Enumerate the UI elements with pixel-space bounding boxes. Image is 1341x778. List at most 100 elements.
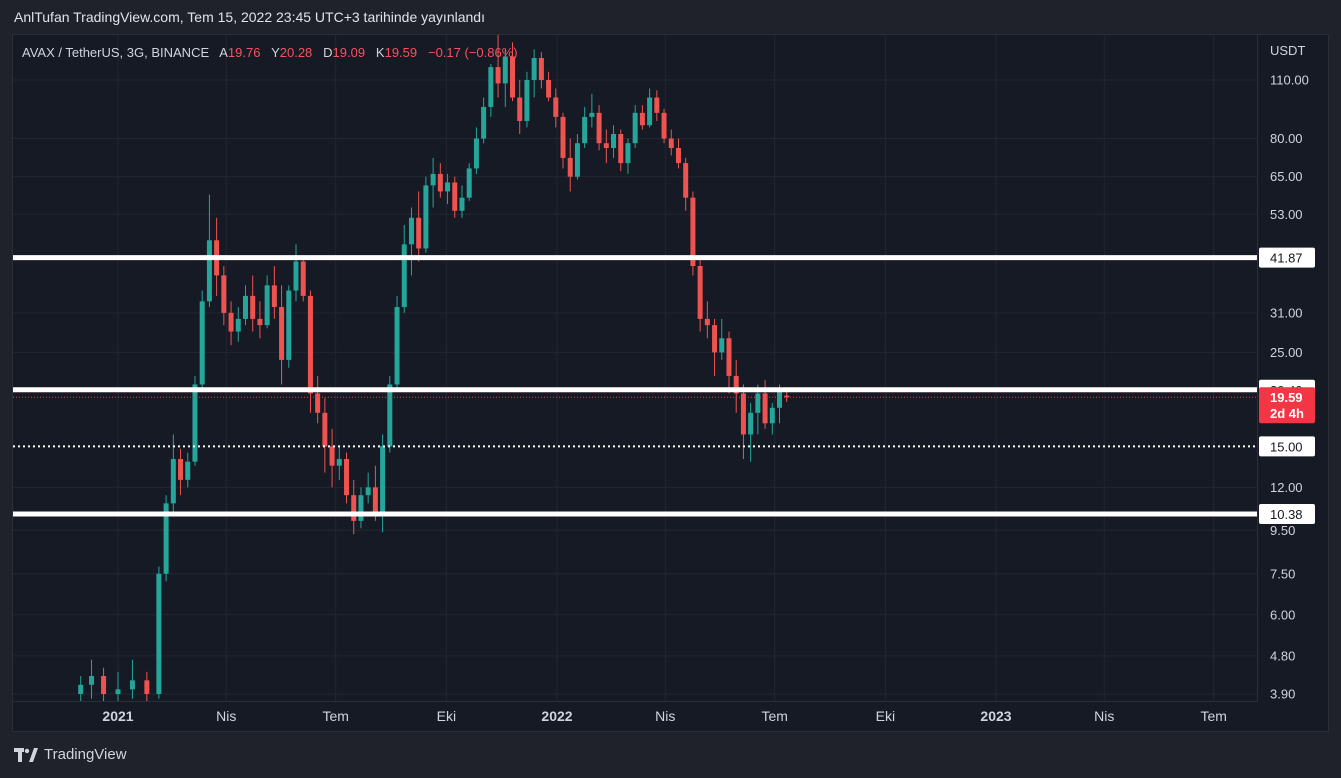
high-value: 20.28: [279, 45, 313, 60]
candle-body-up: [293, 261, 299, 291]
brand-name: TradingView: [44, 746, 127, 763]
candle-body-up: [777, 391, 783, 408]
chart-pane[interactable]: [12, 34, 1258, 702]
candle-body-down: [178, 459, 184, 480]
x-tick-label: Eki: [876, 708, 895, 724]
candle-body-up: [336, 459, 342, 466]
candle-body-up: [89, 676, 95, 685]
candle-body-down: [344, 459, 350, 496]
open-label: A: [219, 45, 228, 60]
change-value: −0.17 (−0.86%): [427, 45, 518, 60]
candle-body-down: [221, 275, 227, 313]
candles-group: [78, 35, 790, 701]
candle-body-up: [481, 106, 487, 139]
axis-labels: 110.00 80.00 65.00 53.00 31.00 25.00 12.00 9.50…: [102, 43, 1308, 724]
candle-body-up: [423, 185, 429, 249]
candle-body-down: [675, 147, 681, 164]
candle-body-up: [235, 318, 241, 332]
candle-body-up: [488, 67, 494, 107]
candle-body-up: [380, 446, 386, 512]
candle-body-up: [611, 134, 617, 148]
level-price-label: 15.00: [1270, 439, 1303, 454]
y-tick-label: 65.00: [1270, 169, 1303, 184]
candle-body-up: [286, 290, 292, 360]
candle-body-up: [394, 307, 400, 385]
x-tick-label: Nis: [655, 708, 675, 724]
candle-body-down: [661, 112, 667, 139]
candle-body-down: [618, 134, 624, 164]
x-tick-label: Tem: [322, 708, 348, 724]
y-tick-label: 6.00: [1270, 607, 1295, 622]
symbol-name: AVAX / TetherUS, 3G, BINANCE: [22, 45, 210, 60]
candle-body-up: [531, 57, 537, 80]
candle-body-down: [517, 97, 523, 122]
candle-body-down: [553, 97, 559, 117]
grid-lines: [13, 35, 1257, 701]
candle-body-down: [538, 57, 544, 80]
candle-body-up: [242, 295, 248, 319]
tradingview-brand[interactable]: TradingView: [14, 746, 127, 763]
candle-body-down: [307, 295, 313, 394]
publish-header: AnlTufan TradingView.com, Tem 15, 2022 2…: [14, 9, 485, 25]
candle-body-down: [668, 138, 674, 148]
y-tick-label: 110.00: [1270, 73, 1309, 88]
last-price-label: 19.59: [1270, 390, 1303, 405]
candle-body-up: [78, 684, 84, 694]
price-axis[interactable]: [1258, 34, 1329, 702]
candle-body-down: [315, 393, 321, 413]
candle-body-up: [466, 168, 472, 198]
y-tick-label: 9.50: [1270, 523, 1295, 538]
candle-body-down: [351, 495, 357, 521]
candle-body-up: [445, 182, 451, 192]
candle-body-up: [755, 393, 761, 413]
level-price-label: 10.38: [1270, 507, 1303, 522]
candle-body-up: [264, 285, 270, 326]
candle-body-up: [647, 97, 653, 126]
candle-body-down: [712, 325, 718, 353]
high-label: Y: [271, 45, 280, 60]
candle-body-down: [144, 680, 150, 694]
candle-body-up: [199, 301, 205, 385]
candle-body-up: [589, 112, 595, 117]
candle-body-down: [228, 312, 234, 332]
candle-body-up: [769, 407, 775, 424]
level-price-tag: [1259, 436, 1315, 457]
candle-body-down: [639, 112, 645, 126]
candle-body-up: [401, 244, 407, 308]
candle-body-down: [329, 446, 335, 466]
candle-body-down: [762, 393, 768, 424]
candle-body-up: [524, 80, 530, 122]
candle-body-down: [495, 67, 501, 84]
candle-body-up: [365, 487, 371, 496]
x-tick-label: Tem: [1200, 708, 1226, 724]
candle-body-down: [726, 338, 732, 376]
bar-countdown-label: 2d 4h: [1270, 406, 1304, 421]
y-tick-label: 25.00: [1270, 345, 1303, 360]
candle-body-down: [452, 182, 458, 211]
candle-body-down: [257, 318, 263, 326]
candle-body-up: [358, 495, 364, 521]
last-price-tag: [1259, 387, 1315, 424]
candle-body-down: [372, 487, 378, 512]
candle-body-down: [322, 412, 328, 447]
candle-body-up: [129, 680, 135, 690]
candle-body-down: [271, 285, 277, 308]
candle-body-up: [408, 217, 414, 245]
candle-body-down: [300, 261, 306, 296]
candle-body-down: [733, 375, 739, 394]
x-tick-label: 2023: [980, 708, 1011, 724]
time-axis[interactable]: [12, 702, 1329, 732]
candle-body-down: [683, 163, 689, 198]
candle-body-up: [625, 143, 631, 164]
candle-body-down: [704, 318, 710, 326]
candle-body-down: [560, 116, 566, 158]
level-price-label: 41.87: [1270, 251, 1303, 266]
candle-body-down: [101, 676, 107, 694]
candle-body-up: [206, 240, 212, 302]
y-tick-label: 31.00: [1270, 305, 1303, 320]
x-tick-label: 2022: [541, 708, 572, 724]
candle-body-down: [690, 197, 696, 266]
candle-body-down: [740, 393, 746, 435]
candle-body-up: [574, 143, 580, 177]
